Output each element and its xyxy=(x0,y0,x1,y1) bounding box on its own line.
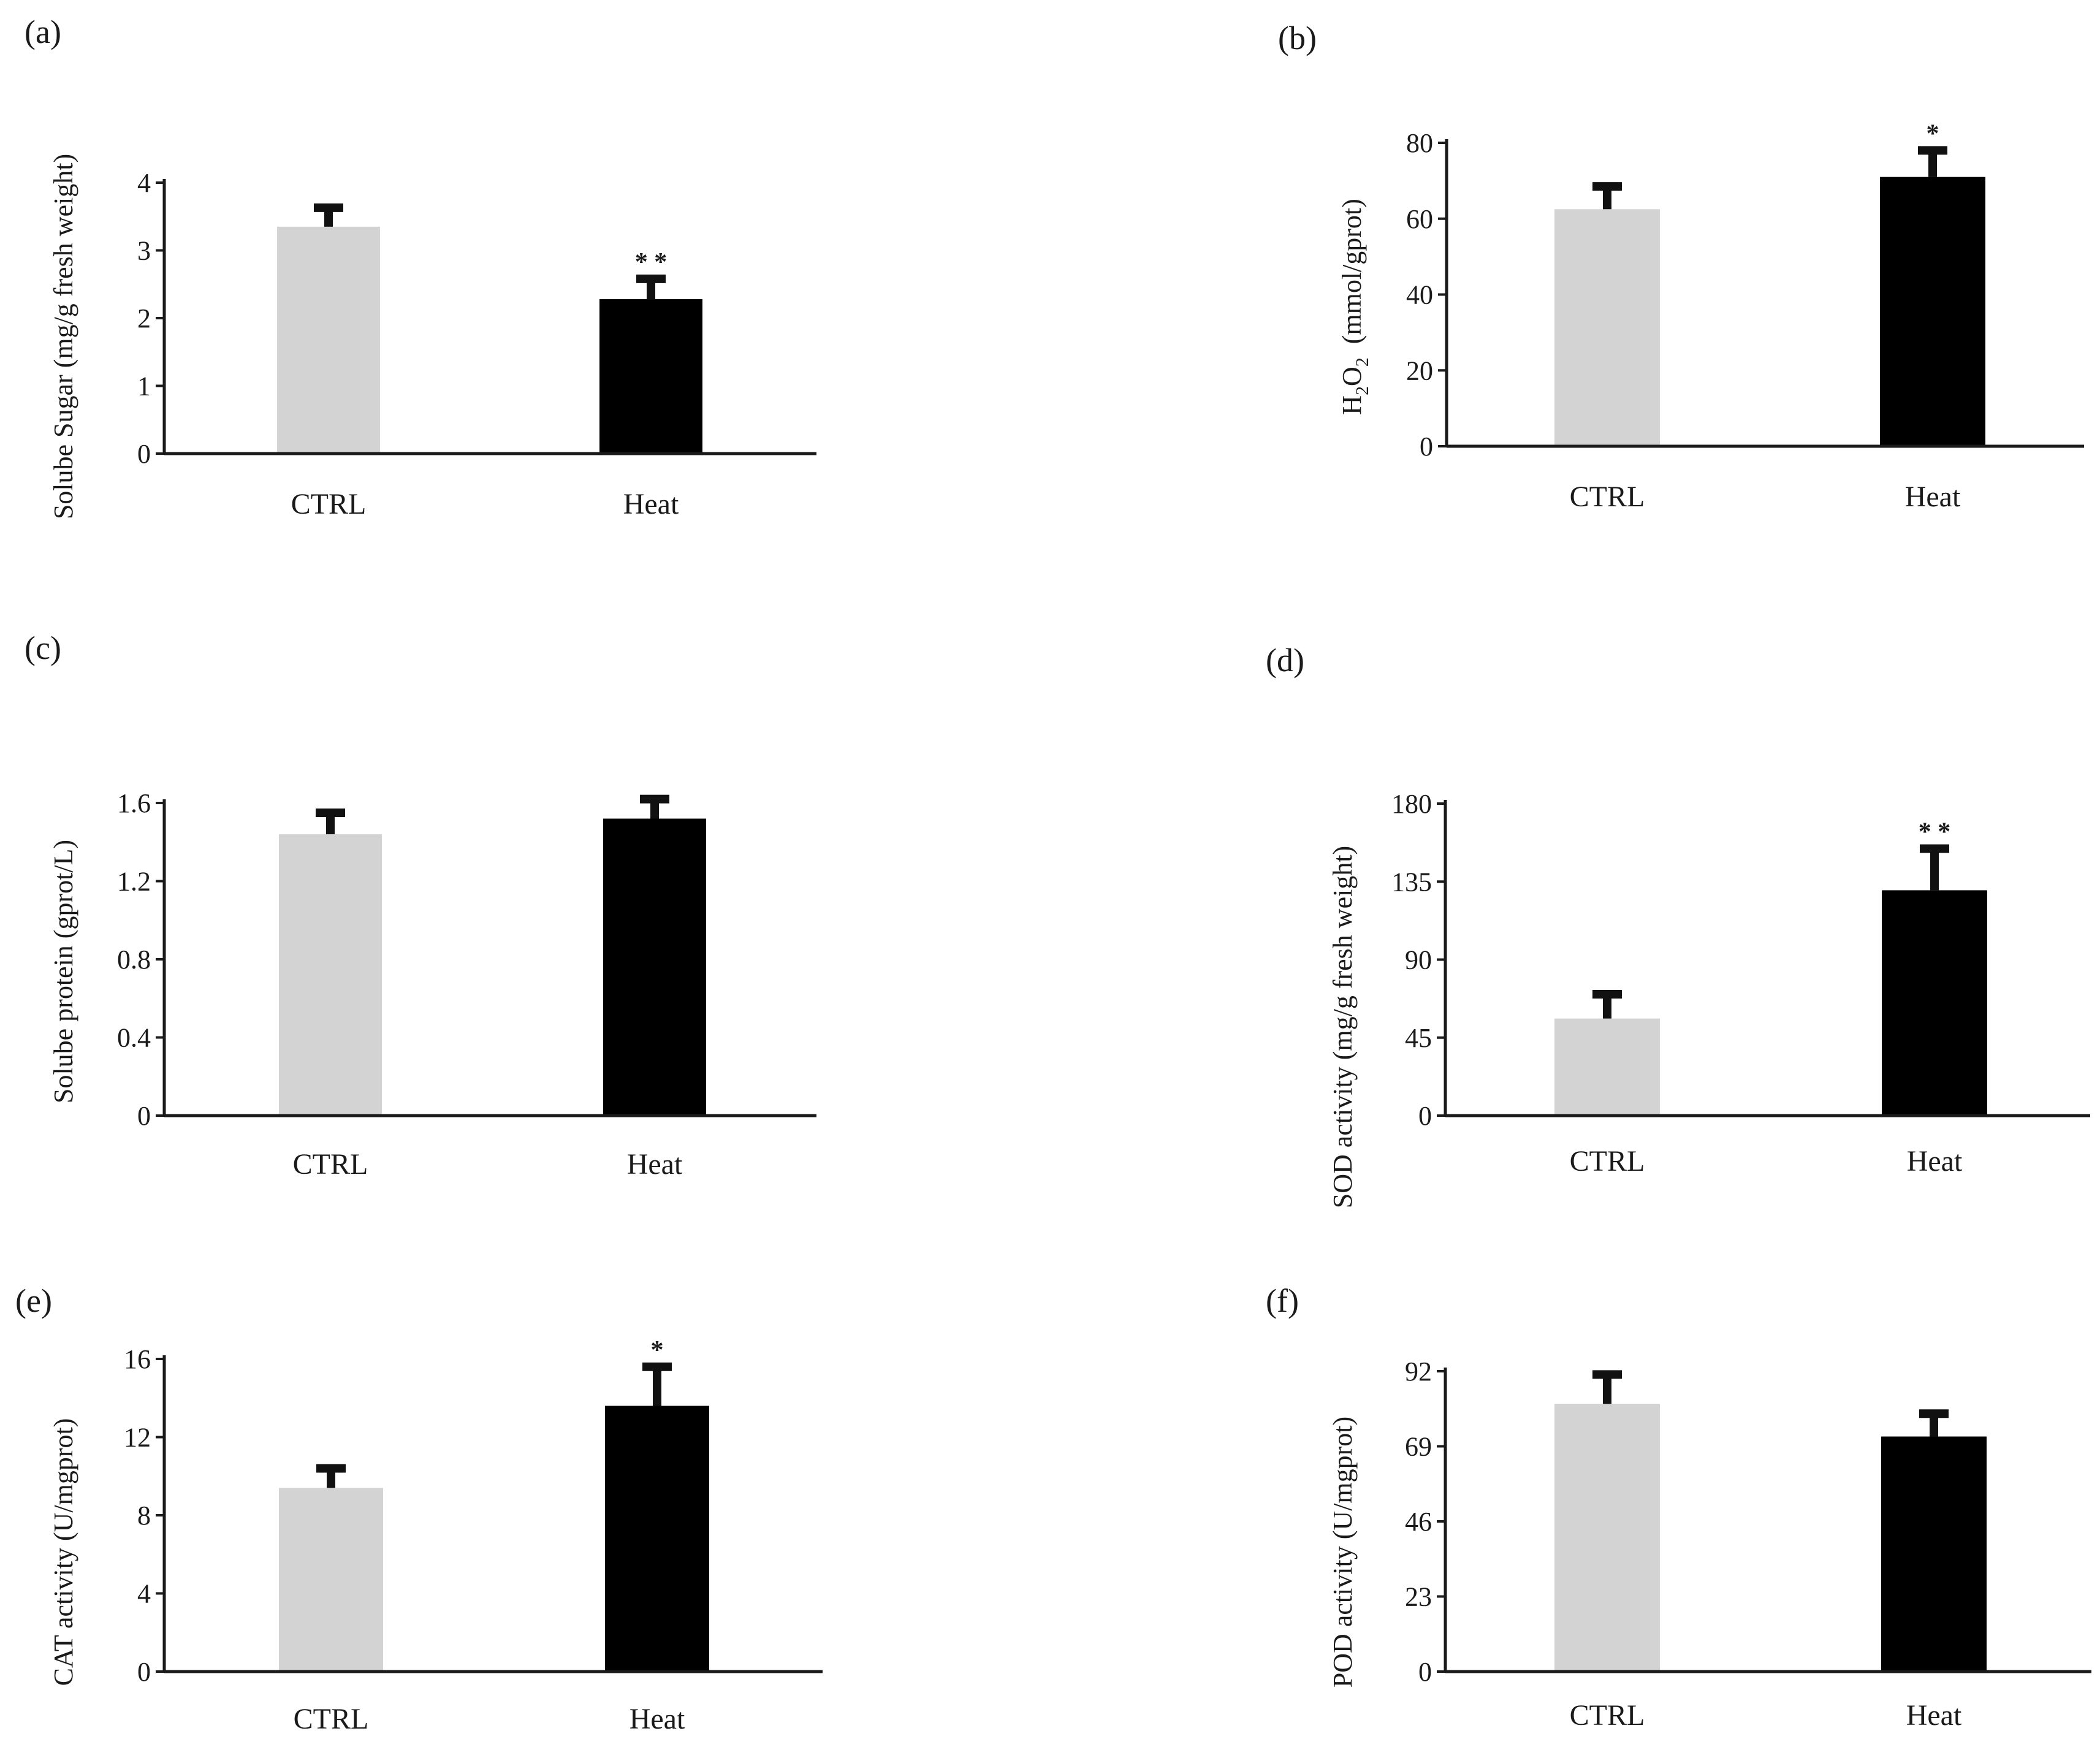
y-axis-label: POD activity (U/mgprot) xyxy=(1328,1417,1358,1688)
y-axis-label: SOD activity (mg/g fresh weight) xyxy=(1328,846,1358,1208)
chart-panel-a: (a) CTRL * * Heat 0 1 2 3 4 Solube Sugar (mg/g fr… xyxy=(25,13,816,520)
category-label: CTRL xyxy=(1570,1699,1645,1732)
chart-panel-f: (f) CTRL Heat 0 23 46 69 92 POD activity (U/mgpr… xyxy=(1266,1282,2091,1732)
y-axis-label: CAT activity (U/mgprot) xyxy=(48,1418,78,1686)
bar-heat xyxy=(599,299,702,454)
chart-panel-c: (c) CTRL Heat 0 0.4 0.8 1.2 1.6 Solube protein (… xyxy=(25,630,816,1181)
y-tick-label: 3 xyxy=(137,236,151,266)
y-tick-label: 8 xyxy=(137,1501,151,1531)
category-label: CTRL xyxy=(294,1703,369,1735)
y-tick-label: 180 xyxy=(1391,789,1432,819)
bar-ctrl xyxy=(279,1488,383,1672)
panel-label: (b) xyxy=(1278,20,1317,56)
chart-panel-e: (e) CTRL * Heat 0 4 8 12 16 CAT activity (U/mgpro… xyxy=(15,1282,823,1735)
category-label: CTRL xyxy=(291,488,367,520)
y-tick-label: 92 xyxy=(1405,1357,1432,1387)
y-tick-label: 0 xyxy=(1418,1657,1432,1687)
category-label: Heat xyxy=(627,1148,683,1181)
bar-heat xyxy=(603,818,706,1116)
y-tick-label: 0 xyxy=(137,439,151,469)
y-axis-label: H2O2 (mmol/gprot) xyxy=(1337,199,1372,415)
y-tick-label: 45 xyxy=(1405,1023,1432,1053)
y-axis-label: Solube Sugar (mg/g fresh weight) xyxy=(48,154,78,519)
significance-mark: * * xyxy=(635,248,668,276)
y-tick-label: 1.2 xyxy=(117,867,151,897)
y-tick-label: 0.4 xyxy=(117,1023,151,1053)
y-tick-label: 23 xyxy=(1405,1582,1432,1612)
bar-heat xyxy=(1882,890,1987,1116)
significance-mark: * xyxy=(1927,120,1939,148)
y-tick-label: 0 xyxy=(137,1101,151,1131)
bar-ctrl xyxy=(279,834,382,1116)
y-tick-label: 4 xyxy=(137,1579,151,1609)
category-label: Heat xyxy=(1906,1699,1962,1732)
bar-heat xyxy=(1881,1436,1987,1672)
category-label: Heat xyxy=(630,1703,685,1735)
y-axis-label-part: 2 xyxy=(1352,357,1372,367)
significance-mark: * xyxy=(651,1336,664,1364)
bar-heat xyxy=(1880,177,1985,446)
y-tick-label: 16 xyxy=(124,1344,151,1374)
category-label: Heat xyxy=(623,488,679,520)
panel-label: (d) xyxy=(1266,642,1304,679)
category-label: CTRL xyxy=(293,1148,368,1181)
bar-ctrl xyxy=(1554,1404,1660,1672)
y-axis-label: Solube protein (gprot/L) xyxy=(48,840,78,1103)
panel-label: (a) xyxy=(25,13,61,50)
panel-label: (f) xyxy=(1266,1282,1299,1319)
y-tick-label: 69 xyxy=(1405,1432,1432,1462)
y-tick-label: 40 xyxy=(1406,280,1433,310)
y-tick-label: 0 xyxy=(1418,1101,1432,1131)
y-axis-label-part: H xyxy=(1337,395,1367,415)
y-tick-label: 12 xyxy=(124,1423,151,1453)
bar-heat xyxy=(605,1406,709,1672)
y-tick-label: 0 xyxy=(1420,432,1433,462)
y-axis-label-part: O xyxy=(1337,367,1367,386)
bar-ctrl xyxy=(1554,1018,1660,1116)
bar-ctrl xyxy=(277,226,380,454)
category-label: CTRL xyxy=(1570,481,1645,513)
panel-label: (c) xyxy=(25,630,61,666)
y-axis-label-part: 2 xyxy=(1352,386,1372,395)
y-tick-label: 1.6 xyxy=(117,788,151,818)
y-tick-label: 2 xyxy=(137,303,151,333)
chart-panel-d: (d) CTRL * * Heat 0 45 90 135 180 SOD activity (m… xyxy=(1266,642,2090,1208)
category-label: CTRL xyxy=(1570,1145,1645,1178)
y-tick-label: 46 xyxy=(1405,1507,1432,1537)
y-tick-label: 4 xyxy=(137,168,151,198)
y-tick-label: 80 xyxy=(1406,128,1433,158)
y-tick-label: 135 xyxy=(1391,867,1432,897)
y-tick-label: 0 xyxy=(137,1657,151,1687)
y-tick-label: 0.8 xyxy=(117,945,151,975)
panel-label: (e) xyxy=(15,1282,52,1319)
y-tick-label: 90 xyxy=(1405,945,1432,975)
category-label: Heat xyxy=(1905,481,1961,513)
bar-ctrl xyxy=(1554,209,1660,446)
category-label: Heat xyxy=(1907,1145,1963,1178)
y-tick-label: 1 xyxy=(137,371,151,401)
y-axis-label-part: (mmol/gprot) xyxy=(1337,199,1367,357)
y-tick-label: 60 xyxy=(1406,204,1433,234)
significance-mark: * * xyxy=(1919,818,1951,847)
y-tick-label: 20 xyxy=(1406,356,1433,386)
